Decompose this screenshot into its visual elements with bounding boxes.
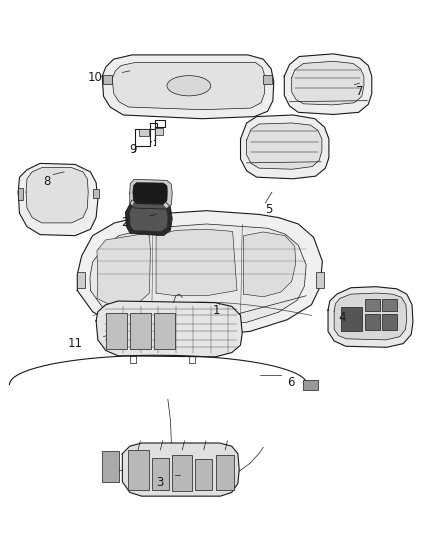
Polygon shape: [291, 61, 363, 105]
Polygon shape: [96, 301, 242, 357]
Bar: [102, 75, 112, 84]
Bar: [153, 313, 174, 349]
Polygon shape: [112, 62, 265, 110]
Polygon shape: [18, 164, 98, 236]
Bar: [18, 188, 23, 200]
Bar: [130, 313, 150, 349]
Bar: [172, 455, 191, 491]
Polygon shape: [97, 233, 150, 306]
Text: 11: 11: [68, 336, 83, 350]
Bar: [340, 308, 361, 332]
Ellipse shape: [182, 308, 199, 319]
Polygon shape: [284, 54, 371, 115]
Polygon shape: [333, 293, 406, 340]
Polygon shape: [130, 203, 167, 231]
Polygon shape: [77, 211, 321, 336]
Bar: [92, 189, 99, 198]
Text: 8: 8: [43, 175, 51, 188]
Bar: [381, 314, 396, 330]
Polygon shape: [327, 287, 412, 348]
Polygon shape: [246, 123, 321, 169]
Text: 10: 10: [87, 71, 102, 84]
Bar: [215, 455, 234, 490]
Text: 5: 5: [265, 203, 272, 215]
Polygon shape: [243, 232, 295, 297]
Text: 4: 4: [337, 311, 345, 324]
Text: 1: 1: [212, 304, 220, 317]
Polygon shape: [122, 443, 239, 496]
Polygon shape: [130, 179, 172, 209]
Ellipse shape: [166, 76, 210, 96]
Bar: [102, 451, 119, 482]
Bar: [139, 129, 148, 136]
Bar: [127, 450, 148, 490]
Bar: [106, 313, 127, 349]
Polygon shape: [240, 115, 328, 179]
Text: 7: 7: [355, 85, 362, 98]
Bar: [194, 459, 212, 490]
Bar: [77, 272, 85, 288]
Polygon shape: [90, 224, 305, 326]
Bar: [263, 75, 272, 84]
Text: 9: 9: [130, 143, 137, 156]
Text: 6: 6: [286, 376, 294, 389]
Polygon shape: [102, 55, 273, 119]
Bar: [364, 314, 379, 330]
Bar: [381, 300, 396, 311]
Bar: [302, 380, 317, 390]
Bar: [151, 458, 169, 490]
Bar: [155, 128, 162, 135]
Bar: [364, 300, 379, 311]
Polygon shape: [155, 229, 237, 296]
Bar: [315, 272, 323, 288]
Text: 3: 3: [156, 476, 163, 489]
Polygon shape: [125, 200, 172, 236]
Polygon shape: [133, 182, 167, 204]
Polygon shape: [26, 167, 88, 223]
Text: 2: 2: [121, 216, 128, 229]
